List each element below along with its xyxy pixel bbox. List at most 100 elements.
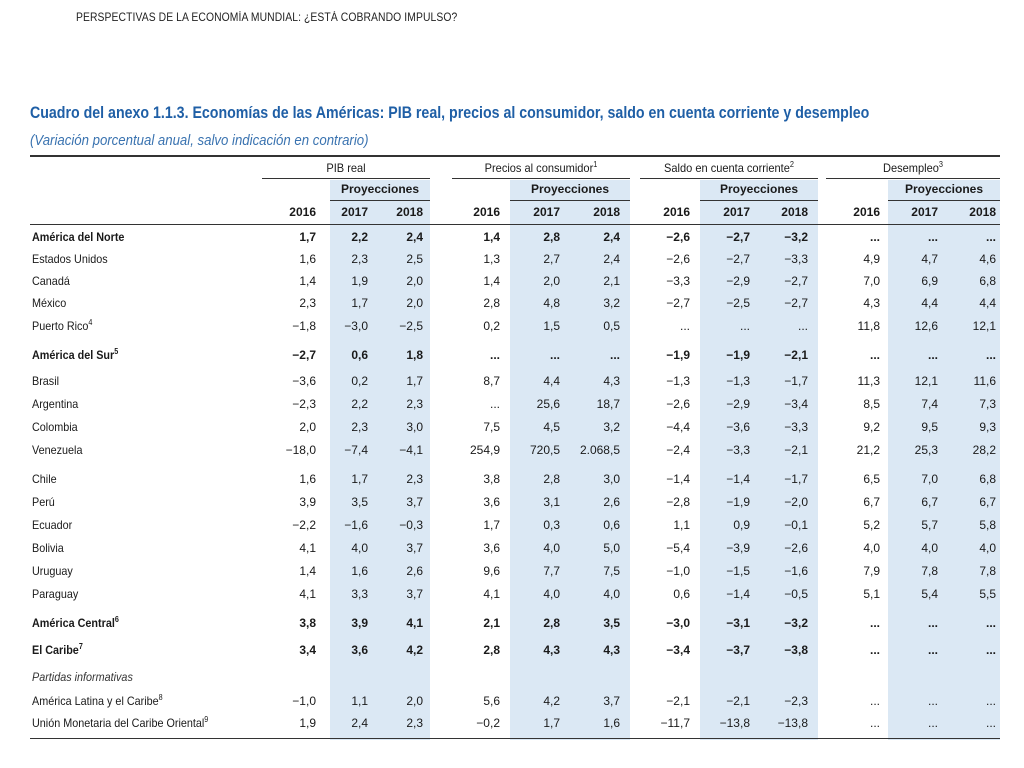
table-cell: 254,9 <box>469 443 500 457</box>
row-label: Brasil <box>32 371 59 391</box>
table-row: Venezuela −18,0 −7,4 −4,1 254,9 720,5 2.068,5 −… <box>0 440 1024 460</box>
table-cell: 1,7 <box>543 716 560 730</box>
table-cell: 1,6 <box>299 472 316 486</box>
table-cell: 3,4 <box>299 643 316 657</box>
table-cell: −1,3 <box>726 374 750 388</box>
table-cell: 2,1 <box>483 616 500 630</box>
table-cell: 9,3 <box>979 420 996 434</box>
table-cell: 2,0 <box>543 274 560 288</box>
group-header-rule <box>826 178 1000 179</box>
table-cell: −2,3 <box>292 397 316 411</box>
table-cell: −2,7 <box>666 296 690 310</box>
table-cell: 1,6 <box>299 252 316 266</box>
table-cell: −2,9 <box>726 397 750 411</box>
row-label-text: Argentina <box>32 397 79 411</box>
table-cell: 3,7 <box>406 587 423 601</box>
table-cell: ... <box>869 694 880 708</box>
table-cell: 11,8 <box>857 319 880 333</box>
table-cell: −0,1 <box>784 518 808 532</box>
footnote-marker: 5 <box>114 347 119 356</box>
row-label: Venezuela <box>32 440 82 460</box>
table-cell: 1,4 <box>483 230 500 244</box>
table-cell: −2,1 <box>784 348 808 362</box>
table-cell: −2,6 <box>666 230 690 244</box>
table-row: Brasil −3,6 0,2 1,7 8,7 4,4 4,3 −1,3 −1,3 −1,7 11,… <box>0 371 1024 391</box>
table-cell: −3,8 <box>784 643 808 657</box>
table-cell: −3,3 <box>784 420 808 434</box>
year-header: 2017 <box>723 205 750 219</box>
table-cell: −0,2 <box>476 716 500 730</box>
table-cell: 1,7 <box>483 518 500 532</box>
header-rule <box>30 224 1000 225</box>
table-cell: 2,8 <box>483 643 500 657</box>
table-cell: 3,1 <box>543 495 560 509</box>
table-cell: 25,3 <box>914 443 938 457</box>
table-cell: 4,3 <box>543 643 560 657</box>
table-cell: 4,0 <box>921 541 938 555</box>
table-cell: −2,7 <box>292 348 316 362</box>
table-cell: −2,1 <box>666 694 690 708</box>
table-row: Paraguay 4,1 3,3 3,7 4,1 4,0 4,0 0,6 −1,4 −0,5 5,1… <box>0 584 1024 604</box>
row-label: Partidas informativas <box>32 667 133 687</box>
table-cell: 1,6 <box>603 716 620 730</box>
table-cell: 4,4 <box>543 374 560 388</box>
table-cell: 1,7 <box>351 472 368 486</box>
table-cell: 2,0 <box>299 420 316 434</box>
table-cell: 3,3 <box>351 587 368 601</box>
table-cell: −2,5 <box>399 319 423 333</box>
table-cell: 8,5 <box>863 397 880 411</box>
row-label: América Latina y el Caribe8 <box>32 691 163 711</box>
table-cell: 0,6 <box>351 348 368 362</box>
table-cell: −3,2 <box>784 230 808 244</box>
table-cell: −1,8 <box>292 319 316 333</box>
table-cell: −1,3 <box>666 374 690 388</box>
table-cell: 8,7 <box>483 374 500 388</box>
table-cell: 4,8 <box>543 296 560 310</box>
year-header: 2017 <box>341 205 368 219</box>
table-cell: 4,7 <box>921 252 938 266</box>
table-cell: 1,1 <box>673 518 690 532</box>
group-header: Desempleo3 <box>833 161 993 176</box>
table-cell: 4,1 <box>299 541 316 555</box>
table-cell: 4,0 <box>979 541 996 555</box>
table-cell: 3,8 <box>483 472 500 486</box>
table-cell: −4,4 <box>666 420 690 434</box>
table-cell: −4,1 <box>399 443 423 457</box>
table-cell: 1,7 <box>351 296 368 310</box>
table-row: Perú 3,9 3,5 3,7 3,6 3,1 2,6 −2,8 −1,9 −2,0 6,7 6,7… <box>0 492 1024 512</box>
table-cell: 2,1 <box>603 274 620 288</box>
table-cell: 1,1 <box>351 694 368 708</box>
table-cell: 3,0 <box>603 472 620 486</box>
row-label-text: Perú <box>32 495 55 509</box>
table-cell: 2,7 <box>543 252 560 266</box>
table-cell: 4,1 <box>299 587 316 601</box>
year-header: 2016 <box>289 205 316 219</box>
table-cell: 6,8 <box>979 274 996 288</box>
table-row: Partidas informativas <box>0 667 1024 687</box>
group-header-label: Saldo en cuenta corriente <box>664 161 790 175</box>
table-cell: ... <box>985 230 996 244</box>
table-cell: 4,0 <box>543 587 560 601</box>
table-cell: 6,8 <box>979 472 996 486</box>
table-cell: 12,1 <box>914 374 938 388</box>
table-cell: 3,5 <box>351 495 368 509</box>
table-cell: 1,4 <box>299 564 316 578</box>
table-cell: 6,7 <box>979 495 996 509</box>
table-row: Ecuador −2,2 −1,6 −0,3 1,7 0,3 0,6 1,1 0,9 −0,1 5,… <box>0 515 1024 535</box>
table-cell: −3,1 <box>726 616 750 630</box>
table-bottom-rule <box>30 738 1000 739</box>
row-label: Colombia <box>32 417 78 437</box>
group-header: Saldo en cuenta corriente2 <box>647 161 811 176</box>
table-cell: 7,7 <box>543 564 560 578</box>
table-cell: 2,5 <box>406 252 423 266</box>
table-cell: −11,7 <box>660 716 690 730</box>
table-cell: 4,3 <box>603 643 620 657</box>
table-row: América Latina y el Caribe8 −1,0 1,1 2,0 5,6… <box>0 691 1024 711</box>
table-cell: −1,7 <box>784 472 808 486</box>
table-cell: 5,4 <box>921 587 938 601</box>
projection-shade <box>888 180 1000 740</box>
table-cell: 7,5 <box>483 420 500 434</box>
table-cell: ... <box>927 643 938 657</box>
row-label: Uruguay <box>32 561 73 581</box>
table-cell: 3,7 <box>406 541 423 555</box>
